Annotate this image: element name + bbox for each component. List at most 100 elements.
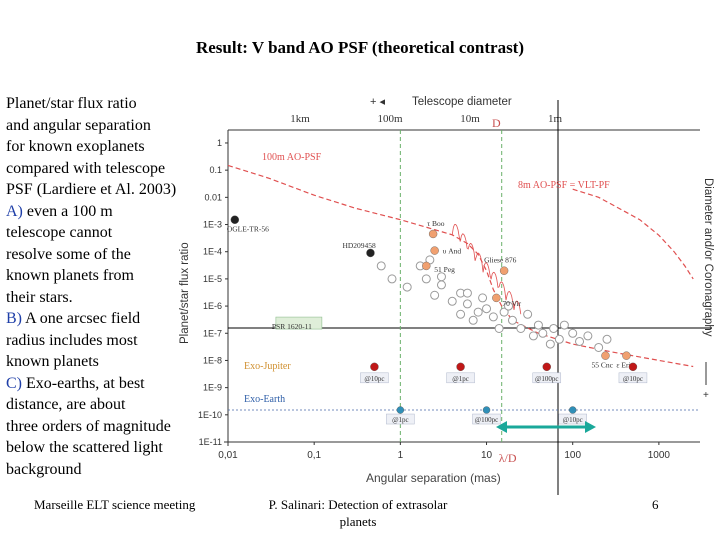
y-axis-label: Planet/star flux ratio bbox=[179, 242, 191, 344]
known-planet-point bbox=[421, 274, 431, 284]
known-planet-point bbox=[376, 261, 386, 271]
y-tick-label: 1E-7 bbox=[203, 328, 222, 338]
planet-label: OGLE-TR-56 bbox=[227, 225, 269, 234]
exo-earth-distance: @100pc bbox=[475, 416, 499, 424]
body-line-marker: C) bbox=[6, 374, 22, 392]
known-planet-point bbox=[499, 307, 509, 317]
known-planet-point bbox=[456, 309, 466, 319]
body-line: C) Exo-earths, at best bbox=[6, 374, 145, 392]
x-tick-label: 10 bbox=[481, 450, 493, 461]
known-planet-point bbox=[533, 320, 543, 330]
planet-label: υ And bbox=[443, 247, 462, 256]
exo-jupiter-distance: @10pc bbox=[364, 375, 384, 383]
body-line: background bbox=[6, 460, 82, 478]
planet-label: ε Eri bbox=[616, 361, 630, 370]
known-planet-point bbox=[494, 323, 504, 333]
top-axis-title: Telescope diameter bbox=[412, 96, 512, 108]
x-axis-label: Angular separation (mas) bbox=[366, 471, 501, 485]
known-planet-point bbox=[559, 320, 569, 330]
top-tick-label: 1km bbox=[290, 113, 310, 125]
x-tick-label: 0,1 bbox=[307, 450, 321, 461]
body-line: their stars. bbox=[6, 288, 73, 306]
right-axis-arrow: + bbox=[703, 390, 709, 401]
x-tick-label: 1000 bbox=[648, 450, 671, 461]
slide-body-text: Planet/star flux ratio and angular separa… bbox=[6, 93, 206, 480]
exo-earth-point bbox=[396, 406, 405, 414]
known-planet-point bbox=[545, 339, 555, 349]
exo-jupiter-distance: @10pc bbox=[623, 375, 643, 383]
exo-jupiter-point bbox=[542, 362, 551, 372]
footer-author-line2: planets bbox=[339, 514, 377, 529]
psf-curve-1 bbox=[572, 188, 694, 280]
lambda-over-d-label: λ/D bbox=[499, 451, 517, 465]
distance-tag-box bbox=[618, 372, 648, 384]
known-planet-point bbox=[387, 274, 397, 284]
y-tick-label: 1E-4 bbox=[203, 247, 222, 257]
exo-jupiter-label: Exo-Jupiter bbox=[244, 361, 291, 372]
distance-tag-box bbox=[532, 372, 562, 384]
exo-earth-label: Exo-Earth bbox=[244, 394, 285, 405]
footer-author-line1: P. Salinari: Detection of extrasolar bbox=[268, 497, 448, 512]
distance-tag-box bbox=[472, 413, 501, 425]
distance-tag-box bbox=[446, 372, 475, 384]
distance-tag-box bbox=[386, 413, 415, 425]
top-axis-arrows: + ◂ bbox=[370, 96, 385, 108]
y-tick-label: 1E-3 bbox=[203, 220, 222, 230]
top-tick-label: 10m bbox=[460, 113, 480, 125]
known-planet-point bbox=[507, 315, 517, 325]
known-planet-point bbox=[523, 309, 533, 319]
x-tick-label: 0,01 bbox=[218, 450, 238, 461]
labeled-planet-point bbox=[492, 293, 501, 303]
range-arrow-right-head bbox=[585, 421, 596, 433]
known-planet-point bbox=[473, 307, 483, 317]
planet-label: τ Boo bbox=[427, 219, 445, 228]
exo-earth-point bbox=[569, 406, 577, 414]
right-axis-label: Diameter and/or Coronagraphy bbox=[702, 178, 714, 337]
y-tick-label: 1E-8 bbox=[203, 355, 222, 365]
exo-jupiter-point bbox=[628, 362, 638, 372]
exo-earth-point bbox=[482, 406, 491, 414]
body-line: resolve some of the bbox=[6, 245, 131, 263]
labeled-planet-point bbox=[601, 351, 610, 360]
body-line: A) even a 100 m bbox=[6, 202, 113, 220]
body-line: PSF (Lardiere et Al. 2003) bbox=[6, 181, 177, 198]
psf-curve-0 bbox=[227, 164, 694, 368]
footer-meeting: Marseille ELT science meeting bbox=[34, 497, 196, 512]
labeled-planet-point bbox=[430, 246, 439, 255]
known-planet-point bbox=[568, 328, 578, 338]
psf-8m-label: 8m AO-PSF = VLT-PF bbox=[518, 180, 610, 191]
body-line: known planets bbox=[6, 353, 99, 370]
y-tick-label: 1E-6 bbox=[203, 301, 222, 311]
planet-label: PSR 1620-11 bbox=[272, 322, 312, 331]
known-planet-point bbox=[402, 282, 412, 292]
known-planet-point bbox=[504, 301, 514, 311]
body-line: Planet/star flux ratio bbox=[6, 95, 137, 112]
known-planet-point bbox=[478, 293, 488, 303]
slide-title: Result: V band AO PSF (theoretical contr… bbox=[195, 38, 525, 57]
psf-ripple-curve bbox=[451, 223, 522, 315]
range-arrow-left-head bbox=[496, 421, 507, 433]
body-line-marker: A) bbox=[6, 202, 23, 220]
labeled-planet-point bbox=[499, 266, 509, 275]
known-planet-point bbox=[468, 315, 478, 325]
psf-100m-label: 100m AO-PSF bbox=[262, 152, 322, 163]
body-line: known planets from bbox=[6, 267, 134, 284]
top-tick-label: 1m bbox=[548, 113, 563, 125]
known-planet-point bbox=[430, 290, 440, 300]
known-planet-point bbox=[549, 323, 559, 333]
footer-author: P. Salinari: Detection of extrasolar pla… bbox=[258, 496, 458, 530]
known-planet-point bbox=[516, 323, 526, 333]
x-tick-label: 1 bbox=[398, 450, 404, 461]
y-tick-label: 0.1 bbox=[209, 165, 222, 175]
y-tick-label: 1E-11 bbox=[199, 437, 222, 447]
body-line: below the scattered light bbox=[6, 439, 163, 456]
x-tick-label: 100 bbox=[564, 450, 581, 461]
known-planet-point bbox=[462, 288, 472, 298]
known-planet-point bbox=[482, 304, 492, 314]
known-planet-point bbox=[436, 280, 446, 290]
distance-tag-box bbox=[360, 372, 389, 384]
known-planet-point bbox=[575, 336, 585, 346]
labeled-planet-point bbox=[230, 215, 240, 224]
body-line: and angular separation bbox=[6, 116, 151, 134]
planet-label: 55 Cnc bbox=[591, 361, 613, 370]
